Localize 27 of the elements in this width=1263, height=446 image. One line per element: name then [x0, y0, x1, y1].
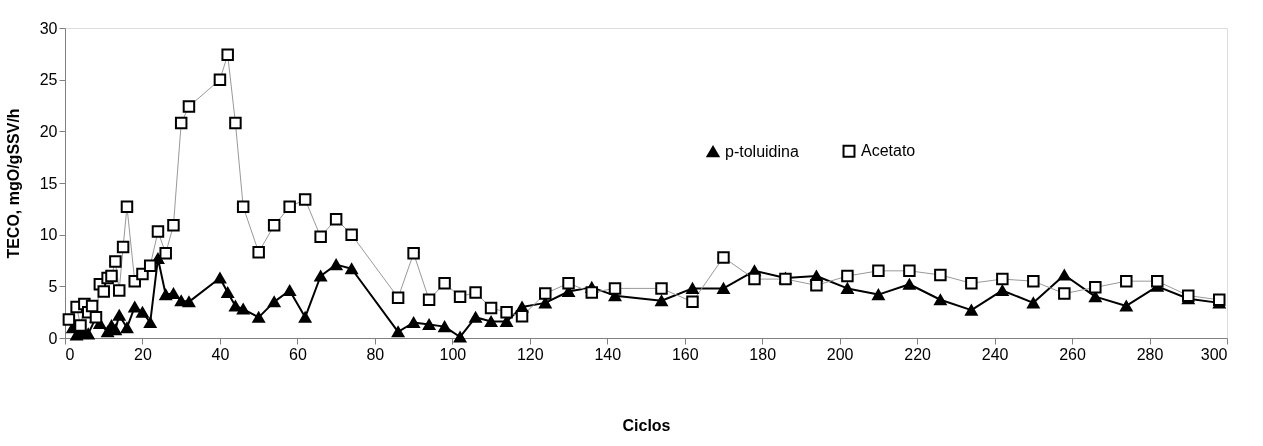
- y-tick-label: 10: [39, 226, 58, 244]
- x-tick-label: 280: [1136, 345, 1164, 363]
- x-tick-label: 300: [1200, 345, 1228, 363]
- x-tick-label: 120: [516, 345, 544, 363]
- x-tick-label: 200: [826, 345, 854, 363]
- x-tick-label: 240: [981, 345, 1009, 363]
- y-tick-label: 5: [48, 277, 58, 295]
- x-tick-label: 220: [904, 345, 932, 363]
- y-tick-label: 15: [39, 174, 58, 192]
- x-axis-title: Ciclos: [622, 416, 671, 434]
- y-tick-label: 25: [39, 71, 58, 89]
- x-tick-label: 40: [211, 345, 230, 363]
- y-tick-label: 20: [39, 122, 58, 140]
- x-tick-label: 80: [366, 345, 385, 363]
- y-tick-label: 0: [48, 329, 58, 347]
- x-tick-label: 0: [65, 345, 75, 363]
- x-tick-label: 60: [289, 345, 307, 363]
- legend-label: p-toluidina: [725, 142, 799, 160]
- x-tick-label: 260: [1059, 345, 1087, 363]
- y-axis-title: TECO, mgO/gSSV/h: [4, 108, 22, 259]
- x-tick-label: 180: [749, 345, 777, 363]
- y-tick-label: 30: [39, 19, 58, 37]
- x-tick-label: 20: [134, 345, 152, 363]
- legend-label: Acetato: [861, 142, 916, 160]
- x-tick-label: 100: [439, 345, 467, 363]
- x-tick-label: 160: [671, 345, 699, 363]
- x-tick-label: 140: [594, 345, 622, 363]
